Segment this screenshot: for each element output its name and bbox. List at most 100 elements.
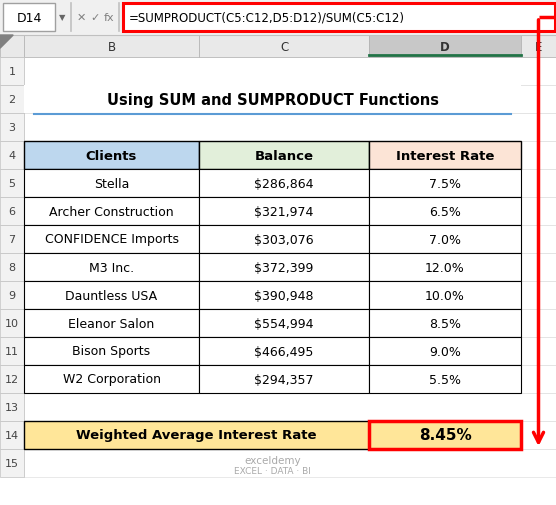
Bar (0, 310, 24, 337)
Text: Eleanor Salon: Eleanor Salon (68, 317, 155, 330)
Bar (369, 197, 521, 226)
Bar (24, 421, 369, 449)
Bar (369, 142, 521, 170)
Bar (24, 254, 199, 281)
Bar (24, 449, 556, 477)
Text: Stella: Stella (94, 177, 129, 190)
Bar (521, 36, 556, 58)
Text: 11: 11 (5, 346, 19, 357)
Bar (199, 36, 369, 58)
Text: 15: 15 (5, 458, 19, 468)
Bar (0, 254, 24, 281)
Text: 6: 6 (8, 207, 16, 217)
Bar (369, 337, 521, 365)
Text: 8.5%: 8.5% (429, 317, 461, 330)
Text: 14: 14 (5, 430, 19, 440)
Text: exceldemy: exceldemy (244, 454, 301, 465)
Bar (24, 310, 199, 337)
Bar (123, 4, 555, 32)
Bar (24, 310, 556, 337)
Bar (24, 365, 556, 393)
Bar (199, 337, 369, 365)
Text: 8.45%: 8.45% (419, 428, 471, 442)
Bar (199, 142, 369, 170)
Text: CONFIDENCE Imports: CONFIDENCE Imports (44, 233, 178, 246)
Bar (0, 281, 24, 310)
Text: C: C (280, 40, 288, 54)
Bar (0, 197, 24, 226)
Bar (24, 281, 199, 310)
Bar (24, 337, 199, 365)
Bar (0, 86, 24, 114)
Text: EXCEL · DATA · BI: EXCEL · DATA · BI (234, 466, 311, 475)
Bar (0, 170, 24, 197)
Text: $303,076: $303,076 (254, 233, 314, 246)
Bar (369, 281, 521, 310)
Text: 7.5%: 7.5% (429, 177, 461, 190)
Bar (199, 226, 369, 254)
Bar (0, 0, 556, 36)
Text: Bison Sports: Bison Sports (72, 345, 151, 358)
Text: 12: 12 (5, 374, 19, 384)
Text: Balance: Balance (255, 149, 314, 162)
Bar (0, 58, 24, 86)
Text: 9: 9 (8, 290, 16, 300)
Text: fx: fx (103, 13, 115, 23)
Text: $372,399: $372,399 (254, 261, 314, 274)
Text: 1: 1 (8, 67, 16, 77)
Bar (24, 337, 556, 365)
Text: 13: 13 (5, 402, 19, 412)
Text: 2: 2 (8, 95, 16, 105)
Text: Dauntless USA: Dauntless USA (66, 289, 157, 302)
Bar (369, 36, 521, 58)
Text: ✓: ✓ (90, 13, 100, 23)
Bar (24, 421, 556, 449)
Bar (0, 449, 24, 477)
Bar (0, 421, 24, 449)
Text: 10: 10 (5, 318, 19, 328)
Bar (24, 142, 556, 170)
Bar (24, 170, 199, 197)
Text: 6.5%: 6.5% (429, 205, 461, 218)
Text: 7.0%: 7.0% (429, 233, 461, 246)
Bar (24, 365, 199, 393)
Text: 9.0%: 9.0% (429, 345, 461, 358)
Text: 4: 4 (8, 150, 16, 161)
Bar (369, 170, 521, 197)
Bar (24, 393, 556, 421)
Text: 5: 5 (8, 179, 16, 189)
Bar (24, 36, 199, 58)
Text: $390,948: $390,948 (254, 289, 314, 302)
Bar (0, 365, 24, 393)
Bar (199, 281, 369, 310)
Bar (199, 197, 369, 226)
Text: $321,974: $321,974 (254, 205, 314, 218)
Text: $466,495: $466,495 (254, 345, 314, 358)
Bar (369, 254, 521, 281)
Bar (369, 365, 521, 393)
Bar (0, 393, 24, 421)
Bar (24, 58, 556, 86)
Bar (24, 86, 556, 114)
Bar (0, 142, 24, 170)
Text: $294,357: $294,357 (254, 373, 314, 386)
Bar (199, 170, 369, 197)
Text: Archer Construction: Archer Construction (49, 205, 174, 218)
Bar (24, 254, 556, 281)
Text: ▼: ▼ (59, 14, 65, 22)
Bar (199, 365, 369, 393)
Text: Weighted Average Interest Rate: Weighted Average Interest Rate (76, 429, 317, 442)
Bar (24, 197, 199, 226)
Text: B: B (107, 40, 116, 54)
Text: Using SUM and SUMPRODUCT Functions: Using SUM and SUMPRODUCT Functions (107, 92, 439, 107)
Bar (369, 421, 521, 449)
Bar (24, 114, 556, 142)
Bar (0, 337, 24, 365)
Polygon shape (0, 36, 13, 49)
Text: 12.0%: 12.0% (425, 261, 465, 274)
Text: 10.0%: 10.0% (425, 289, 465, 302)
Bar (0, 114, 24, 142)
Text: E: E (535, 40, 542, 54)
Text: 7: 7 (8, 234, 16, 244)
Text: ✕: ✕ (76, 13, 86, 23)
